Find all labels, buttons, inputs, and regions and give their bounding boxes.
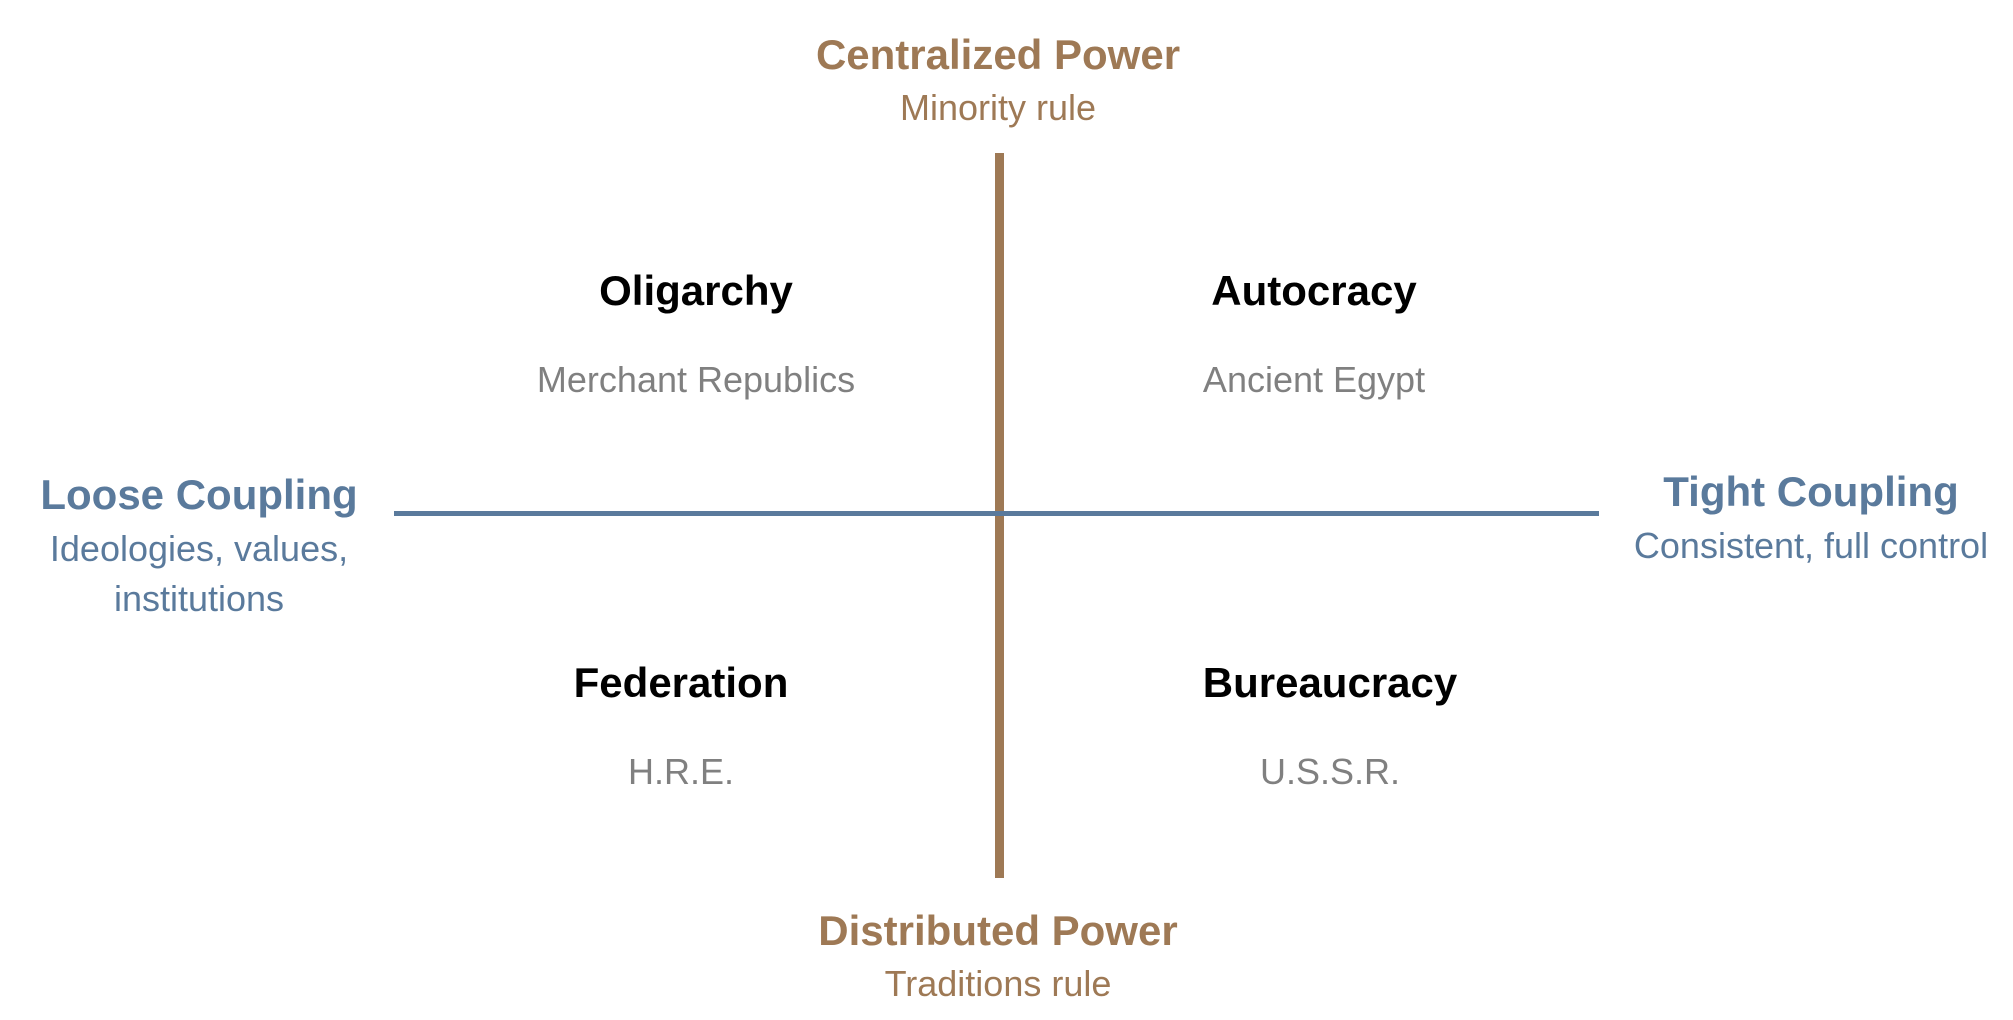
right-axis-subtitle: Consistent, full control [1633, 525, 1989, 566]
quadrant-top-right-title: Autocracy [1211, 267, 1417, 314]
quadrant-bottom-left-title: Federation [573, 659, 789, 706]
right-axis-title: Tight Coupling [1663, 468, 1959, 515]
quadrant-top-left-example: Merchant Republics [536, 359, 856, 400]
left-axis-subtitle-line1: Ideologies, values, [49, 528, 349, 569]
horizontal-axis-line [394, 511, 1599, 516]
quadrant-bottom-right-example: U.S.S.R. [1259, 751, 1401, 792]
left-axis-subtitle-line2: institutions [113, 577, 285, 619]
bottom-axis-subtitle: Traditions rule [884, 963, 1112, 1004]
top-axis-title: Centralized Power [815, 31, 1181, 78]
top-axis-subtitle: Minority rule [899, 87, 1097, 128]
bottom-axis-title: Distributed Power [818, 907, 1178, 954]
quadrant-bottom-left-example: H.R.E. [627, 751, 735, 792]
left-axis-title: Loose Coupling [40, 471, 358, 518]
left-axis-subtitle: Ideologies, values, institutions [50, 524, 348, 623]
quadrant-bottom-right-title: Bureaucracy [1202, 659, 1458, 706]
quadrant-top-right-example: Ancient Egypt [1202, 359, 1426, 400]
quadrant-top-left-title: Oligarchy [599, 267, 793, 314]
